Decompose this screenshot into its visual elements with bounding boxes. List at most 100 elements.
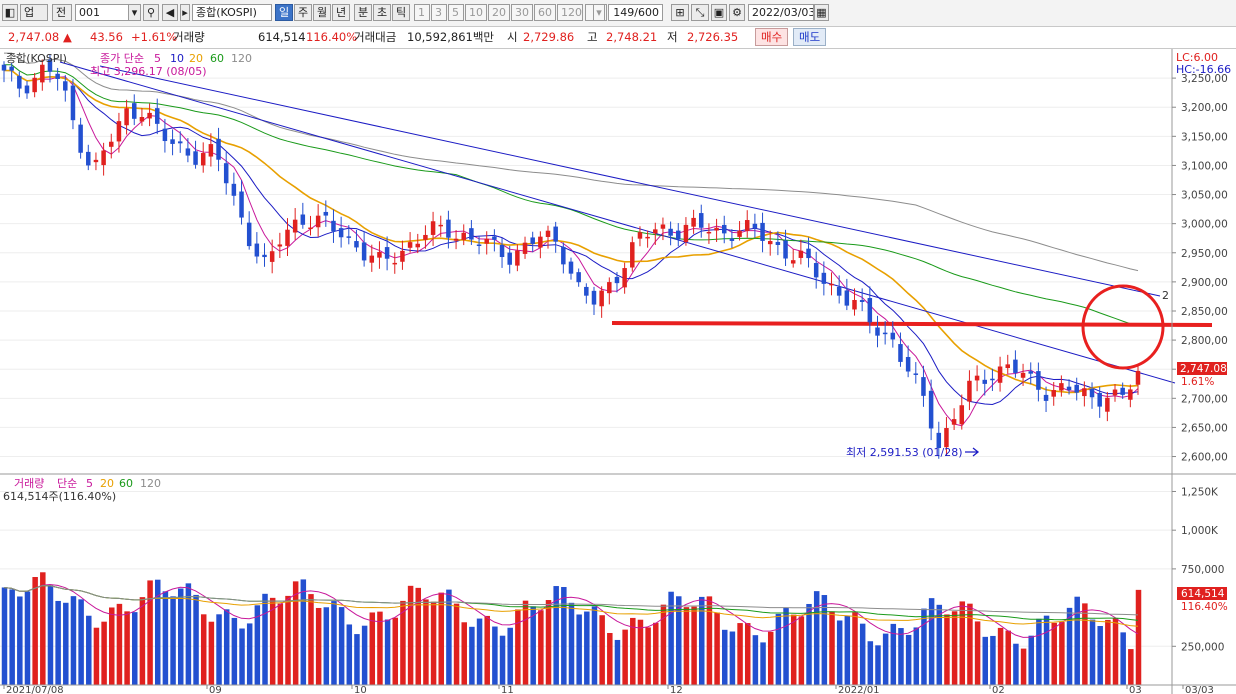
buy-button[interactable]: 매수 xyxy=(755,28,789,46)
volume-bar xyxy=(93,627,100,685)
candle-body xyxy=(162,128,168,142)
count-value: 149 xyxy=(613,6,635,19)
stock-chart[interactable]: 종합(KOSPI) 종가 단순 5 10 20 60 120 최고 3,296.… xyxy=(0,49,1236,694)
code-input[interactable]: 001 xyxy=(75,4,131,21)
market-type-select[interactable]: 업 xyxy=(20,4,48,21)
volume-bar xyxy=(1005,630,1011,685)
period-day-tab[interactable]: 일 xyxy=(275,4,293,21)
candle-body xyxy=(392,262,398,265)
interval-1[interactable]: 1 xyxy=(414,4,430,21)
volume-bar xyxy=(1028,635,1034,685)
interval-120[interactable]: 120 xyxy=(557,4,583,21)
volume-bar xyxy=(721,629,728,685)
volume-bar xyxy=(354,634,360,685)
ma20-label: 20 xyxy=(189,52,203,65)
x-tick-label: 10 xyxy=(354,685,367,694)
speaker-icon[interactable]: ◀ xyxy=(162,4,178,21)
interval-dropdown-icon[interactable]: ▾ xyxy=(593,4,605,21)
candle-body xyxy=(24,85,30,94)
volume-bar xyxy=(308,594,314,685)
calendar-icon[interactable]: ▦ xyxy=(814,4,829,21)
trendline-icon[interactable]: ⤡ xyxy=(691,4,709,21)
interval-5[interactable]: 5 xyxy=(448,4,464,21)
volume-bar xyxy=(384,619,391,685)
period-year-tab[interactable]: 년 xyxy=(332,4,350,21)
candle-body xyxy=(101,150,106,166)
settings-gear-icon[interactable]: ⚙ xyxy=(729,4,745,21)
candle-body xyxy=(1036,371,1041,390)
prev-button[interactable]: 전 xyxy=(52,4,72,21)
volume-bar xyxy=(453,603,460,685)
candle-body xyxy=(760,222,765,241)
volume-bar xyxy=(944,614,950,685)
interval-3[interactable]: 3 xyxy=(431,4,447,21)
step-icon[interactable]: ▸ xyxy=(180,4,190,21)
high-note: 최고 3,296.17 (08/05) xyxy=(90,65,207,78)
candle-body xyxy=(484,238,489,244)
vol-ma120-label: 120 xyxy=(140,477,161,490)
volume-bar xyxy=(285,595,291,685)
period-minute-tab[interactable]: 분 xyxy=(354,4,372,21)
period-tick-tab[interactable]: 틱 xyxy=(392,4,410,21)
price-info-bar: 2,747.08 ▲ 43.56 +1.61% 거래량 614,514 116.… xyxy=(0,27,1236,49)
save-icon[interactable]: ▣ xyxy=(711,4,727,21)
candle-body xyxy=(384,247,390,259)
indicator-icon[interactable]: ⊞ xyxy=(671,4,689,21)
volume-bar xyxy=(208,621,215,685)
candle-body xyxy=(1,64,7,71)
volume-bar xyxy=(614,639,621,685)
volume-tag-text: 614,514 xyxy=(1181,588,1225,600)
ma10-label: 10 xyxy=(170,52,184,65)
volume-bar xyxy=(101,621,107,685)
candle-body xyxy=(1028,371,1033,374)
count-input[interactable]: 149/600 xyxy=(608,4,663,21)
candle-body xyxy=(545,230,551,237)
volume-bar xyxy=(193,594,199,685)
candle-body xyxy=(867,298,873,323)
sell-button[interactable]: 매도 xyxy=(793,28,827,46)
moving-average-lines xyxy=(3,52,1139,427)
candle-body xyxy=(790,260,796,264)
current-pct-tag-text: 1.61% xyxy=(1181,376,1214,388)
y-tick-label: 2,950,00 xyxy=(1181,248,1228,260)
volume-bar xyxy=(86,615,92,685)
volume-bar xyxy=(821,595,828,685)
volume-panel-legend: 거래량 단순 5 20 60 120 614,514주(116.40%) xyxy=(3,477,161,503)
period-week-tab[interactable]: 주 xyxy=(294,4,312,21)
volume-bar xyxy=(170,596,176,685)
volume-bar xyxy=(760,642,766,685)
candle-body xyxy=(208,144,214,157)
x-tick-label: 2022/01 xyxy=(838,685,880,694)
candle-body xyxy=(438,224,443,227)
date-input[interactable]: 2022/03/03 xyxy=(748,4,814,21)
candle-body xyxy=(476,244,482,247)
volume-bar xyxy=(645,627,651,685)
candle-body xyxy=(377,252,382,258)
y-tick-label: 2,700,00 xyxy=(1181,393,1228,405)
y-tick-label: 3,050,00 xyxy=(1181,190,1228,202)
interval-30[interactable]: 30 xyxy=(511,4,533,21)
x-tick-label: 11 xyxy=(501,685,514,694)
candle-body xyxy=(997,366,1003,383)
period-second-tab[interactable]: 초 xyxy=(373,4,391,21)
search-icon[interactable]: ⚲ xyxy=(143,4,159,21)
candle-body xyxy=(1120,387,1125,395)
high-label: 고 xyxy=(587,30,598,44)
candle-body xyxy=(859,300,865,302)
volume-bar xyxy=(737,623,743,685)
interval-10[interactable]: 10 xyxy=(465,4,487,21)
code-dropdown-icon[interactable]: ▾ xyxy=(128,4,141,21)
y-tick-label: 2,650,00 xyxy=(1181,422,1228,434)
volume-bar xyxy=(806,603,812,685)
candle-body xyxy=(921,377,926,396)
period-month-tab[interactable]: 월 xyxy=(313,4,331,21)
candle-body xyxy=(522,242,528,254)
interval-20[interactable]: 20 xyxy=(488,4,510,21)
interval-60[interactable]: 60 xyxy=(534,4,556,21)
volume-bar xyxy=(905,634,912,685)
volume-bar xyxy=(813,591,820,685)
candle-body xyxy=(691,217,696,227)
candle-body xyxy=(775,241,781,246)
panel-toggle-icon[interactable]: ◧ xyxy=(2,4,18,21)
candle-body xyxy=(132,103,137,119)
